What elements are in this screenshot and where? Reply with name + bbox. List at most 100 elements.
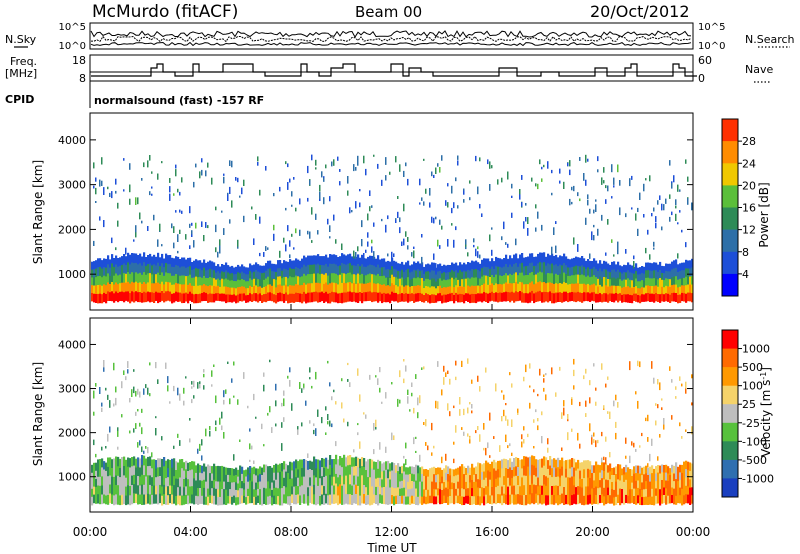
heatmap-cell (651, 488, 654, 498)
heatmap-cell (547, 468, 550, 479)
heatmap-cell (161, 281, 164, 292)
heatmap-cell (399, 496, 402, 504)
heatmap-cell (185, 486, 188, 496)
heatmap-scatter-cell (239, 439, 241, 442)
heatmap-cell (535, 274, 538, 285)
heatmap-cell (145, 485, 148, 496)
heatmap-scatter-cell (433, 217, 435, 224)
heatmap-cell (579, 486, 582, 496)
heatmap-cell (219, 266, 222, 274)
heatmap-cell (675, 276, 678, 286)
heatmap-cell (223, 489, 226, 498)
heatmap-cell (259, 489, 262, 498)
heatmap-cell (525, 266, 528, 276)
heatmap-cell (559, 494, 562, 505)
heatmap-cell (637, 480, 640, 489)
heatmap-cell (491, 495, 494, 505)
heatmap-cell (141, 464, 144, 476)
heatmap-cell (347, 291, 350, 302)
power-colorbar-tick-label: 4 (742, 268, 749, 281)
heatmap-cell (545, 495, 548, 506)
heatmap-cell (163, 475, 166, 486)
heatmap-cell (171, 284, 174, 295)
heatmap-cell (503, 467, 506, 477)
heatmap-scatter-cell (467, 358, 469, 364)
heatmap-scatter-cell (605, 457, 607, 465)
heatmap-scatter-cell (479, 204, 481, 209)
heatmap-cell (375, 478, 378, 488)
velocity-colorbar-tick-label: -100 (742, 435, 767, 448)
heatmap-cell (285, 471, 288, 480)
heatmap-cell (317, 273, 320, 284)
heatmap-cell (571, 275, 574, 285)
heatmap-cell (143, 455, 146, 466)
heatmap-scatter-cell (127, 369, 129, 374)
heatmap-cell (593, 292, 596, 302)
heatmap-cell (627, 488, 630, 497)
heatmap-cell (313, 466, 316, 477)
heatmap-scatter-cell (647, 437, 649, 442)
heatmap-cell (267, 284, 270, 294)
heatmap-cell (163, 494, 166, 505)
heatmap-cell (659, 269, 662, 279)
heatmap-cell (397, 487, 400, 496)
heatmap-cell (689, 284, 692, 294)
heatmap-cell (569, 486, 572, 497)
heatmap-cell (319, 265, 322, 275)
heatmap-cell (111, 254, 114, 264)
heatmap-cell (341, 457, 344, 468)
heatmap-cell (437, 495, 440, 503)
heatmap-cell (261, 482, 264, 491)
heatmap-cell (217, 278, 220, 287)
heatmap-cell (495, 478, 498, 488)
heatmap-cell (423, 266, 426, 275)
heatmap-cell (223, 279, 226, 288)
heatmap-cell (443, 279, 446, 288)
heatmap-scatter-cell (289, 254, 291, 259)
heatmap-scatter-cell (419, 178, 421, 186)
heatmap-scatter-cell (177, 433, 179, 438)
heatmap-cell (627, 262, 630, 271)
heatmap-cell (689, 479, 692, 489)
heatmap-scatter-cell (189, 245, 191, 249)
heatmap-cell (329, 263, 332, 275)
heatmap-cell (97, 258, 100, 268)
heatmap-cell (281, 479, 284, 489)
heatmap-scatter-cell (263, 252, 265, 257)
heatmap-cell (531, 281, 534, 292)
heatmap-cell (505, 494, 508, 505)
heatmap-cell (343, 292, 346, 303)
heatmap-cell (203, 275, 206, 285)
heatmap-cell (123, 456, 126, 467)
heatmap-cell (119, 468, 122, 478)
heatmap-cell (321, 273, 324, 284)
heatmap-scatter-cell (407, 237, 409, 242)
heatmap-cell (123, 273, 126, 284)
heatmap-cell (375, 258, 378, 268)
heatmap-scatter-cell (183, 400, 185, 406)
heatmap-cell (157, 485, 160, 496)
heatmap-cell (141, 455, 144, 466)
heatmap-cell (361, 484, 364, 495)
heatmap-cell (641, 467, 644, 476)
heatmap-cell (173, 258, 176, 268)
heatmap-cell (669, 495, 672, 504)
heatmap-scatter-cell (551, 367, 553, 375)
heatmap-cell (359, 495, 362, 506)
heatmap-cell (301, 258, 304, 268)
heatmap-scatter-cell (593, 224, 595, 228)
heatmap-cell (521, 477, 524, 487)
heatmap-cell (327, 477, 330, 487)
heatmap-scatter-cell (149, 191, 151, 196)
heatmap-cell (249, 285, 252, 294)
heatmap-scatter-cell (469, 435, 471, 444)
heatmap-cell (473, 474, 476, 483)
heatmap-cell (425, 278, 428, 287)
heatmap-cell (183, 495, 186, 505)
heatmap-cell (599, 276, 602, 286)
heatmap-scatter-cell (633, 442, 635, 448)
heatmap-cell (529, 456, 532, 467)
heatmap-scatter-cell (115, 397, 117, 406)
heatmap-cell (125, 477, 128, 488)
heatmap-scatter-cell (651, 361, 653, 369)
